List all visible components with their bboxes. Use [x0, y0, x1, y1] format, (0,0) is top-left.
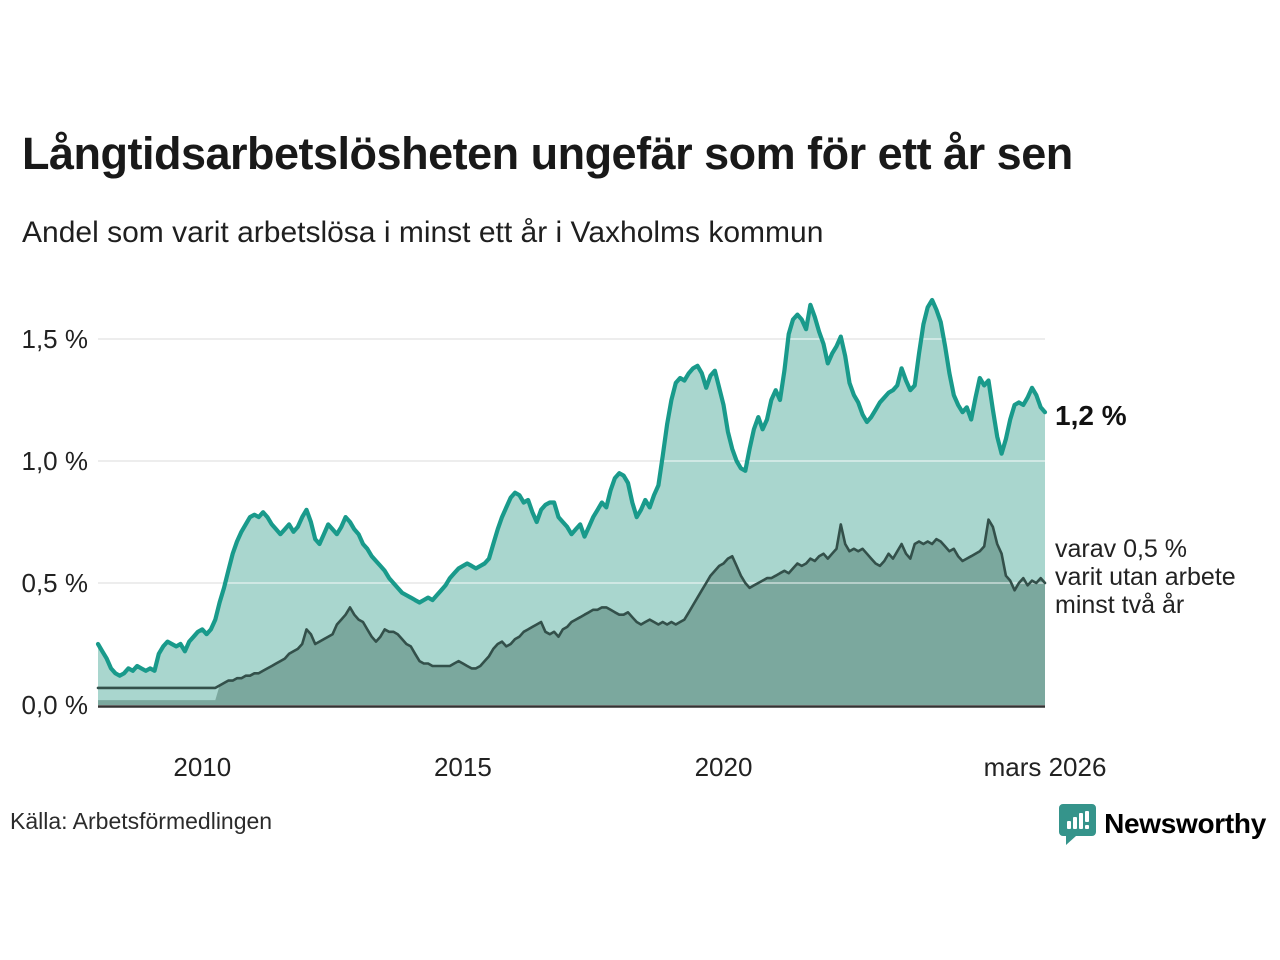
y-tick-label: 0,0 %: [21, 690, 89, 720]
y-tick-label: 1,5 %: [21, 324, 89, 354]
brand-name: Newsworthy: [1104, 808, 1266, 839]
series2-annotation-line2: varit utan arbete: [1055, 563, 1236, 591]
x-tick-label: mars 2026: [983, 752, 1107, 782]
series2-annotation: varav 0,5 % varit utan arbete minst två …: [1055, 535, 1236, 619]
series1-end-value-label: 1,2 %: [1055, 400, 1127, 431]
y-tick-label: 0,5 %: [21, 568, 89, 598]
page-title: Långtidsarbetslösheten ungefär som för e…: [22, 128, 1073, 179]
x-tick-label: 2020: [694, 752, 753, 782]
x-tick-label: 2015: [433, 752, 492, 782]
brand-logo: Newsworthy: [1059, 802, 1266, 846]
y-tick-label: 1,0 %: [21, 446, 89, 476]
bar-chart-speech-bubble-icon: [1059, 804, 1097, 845]
x-tick-label: 2010: [173, 752, 232, 782]
series2-annotation-line3: minst två år: [1055, 591, 1185, 619]
source-credit: Källa: Arbetsförmedlingen: [10, 808, 273, 834]
series2-line: [96, 518, 1047, 690]
series2-annotation-line1: varav 0,5 %: [1055, 535, 1188, 563]
series2-area: [98, 519, 1045, 705]
page-subtitle: Andel som varit arbetslösa i minst ett å…: [22, 216, 824, 249]
series1-line: [95, 297, 1048, 678]
